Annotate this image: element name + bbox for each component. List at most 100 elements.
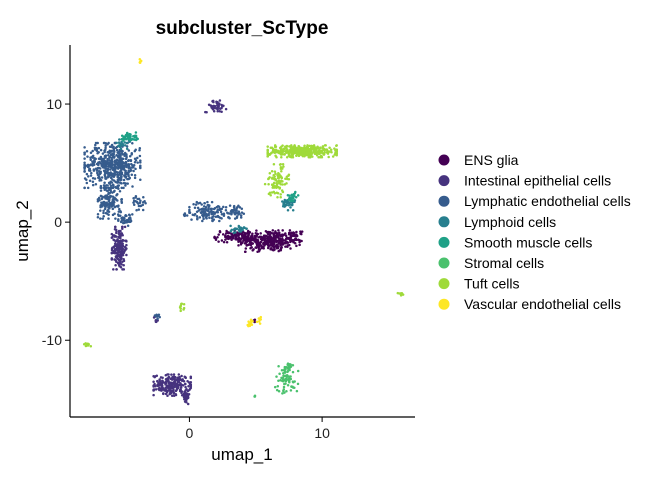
data-point (322, 152, 326, 156)
data-point (228, 236, 232, 239)
data-point (152, 393, 155, 397)
data-point (159, 381, 163, 384)
data-point (125, 253, 128, 257)
data-point (162, 392, 165, 395)
data-point (112, 155, 115, 159)
data-point (121, 161, 125, 164)
data-point (142, 196, 145, 199)
data-point (164, 386, 167, 389)
data-point (125, 154, 128, 158)
data-point (125, 145, 129, 148)
data-point (110, 257, 114, 260)
data-point (134, 196, 137, 199)
data-point (303, 144, 306, 148)
data-point (153, 375, 156, 379)
data-point (170, 373, 173, 376)
data-point (335, 144, 338, 148)
data-point (263, 238, 266, 242)
data-point (280, 152, 283, 155)
data-point (218, 230, 222, 234)
data-point (240, 211, 244, 214)
data-point (114, 225, 117, 229)
data-point (280, 376, 283, 380)
data-point (123, 144, 127, 147)
data-point (115, 148, 119, 152)
data-point (285, 375, 289, 379)
data-point (286, 177, 289, 181)
data-point (281, 190, 285, 194)
data-point (119, 147, 123, 151)
data-point (126, 224, 130, 227)
data-point (260, 246, 263, 250)
data-point (116, 249, 119, 252)
data-point (269, 235, 272, 238)
data-point (277, 179, 281, 182)
data-point (231, 209, 235, 213)
legend: ENS glia Intestinal epithelial cells Lymph… (438, 152, 631, 312)
data-point (212, 110, 216, 113)
data-point (115, 141, 118, 145)
data-point (229, 224, 232, 228)
legend-swatch (438, 236, 450, 248)
data-point (120, 251, 123, 255)
data-point (289, 206, 292, 209)
data-point (217, 205, 221, 209)
data-point (117, 160, 121, 163)
data-point (154, 320, 158, 324)
data-point (284, 177, 287, 180)
data-point (216, 211, 220, 214)
data-point (107, 186, 110, 190)
y-tick-label: 10 (46, 96, 62, 112)
data-point (120, 263, 123, 266)
data-point (256, 250, 259, 253)
data-point (276, 385, 280, 388)
data-point (154, 385, 157, 388)
data-point (113, 205, 117, 209)
data-point (259, 237, 263, 241)
data-point (133, 173, 137, 177)
data-point (222, 205, 225, 209)
data-point (253, 394, 257, 397)
data-point (277, 249, 280, 253)
data-point (282, 202, 285, 206)
data-point (300, 239, 303, 243)
data-point (117, 218, 120, 221)
data-point (120, 140, 123, 144)
data-point (137, 204, 141, 208)
data-point (251, 232, 254, 236)
data-point (174, 382, 178, 386)
data-point (182, 303, 186, 306)
data-point (331, 155, 335, 158)
data-point (217, 233, 220, 236)
data-point (93, 177, 97, 180)
data-point (285, 175, 289, 179)
data-point (212, 207, 216, 211)
series-points-5 (253, 362, 300, 398)
data-point (179, 386, 183, 389)
data-point (335, 148, 338, 152)
data-point (257, 320, 261, 323)
data-point (244, 236, 247, 240)
data-point (276, 176, 280, 180)
data-point (228, 212, 231, 215)
data-point (99, 209, 102, 212)
data-point (249, 235, 252, 239)
legend-entry-label: Stromal cells (464, 255, 544, 271)
data-point (247, 320, 250, 323)
data-point (275, 240, 278, 244)
data-point (84, 342, 87, 345)
data-point (284, 245, 287, 248)
data-point (182, 308, 185, 311)
data-point (257, 236, 261, 239)
data-point (184, 392, 188, 395)
series-points-7 (138, 57, 263, 328)
legend-entry-label: Intestinal epithelial cells (464, 173, 611, 189)
data-point (122, 178, 126, 182)
data-point (110, 143, 114, 147)
data-point (174, 389, 178, 393)
data-point (113, 196, 116, 199)
data-point (269, 248, 272, 251)
data-point (224, 234, 227, 237)
data-point (278, 372, 281, 376)
data-point (218, 109, 221, 113)
